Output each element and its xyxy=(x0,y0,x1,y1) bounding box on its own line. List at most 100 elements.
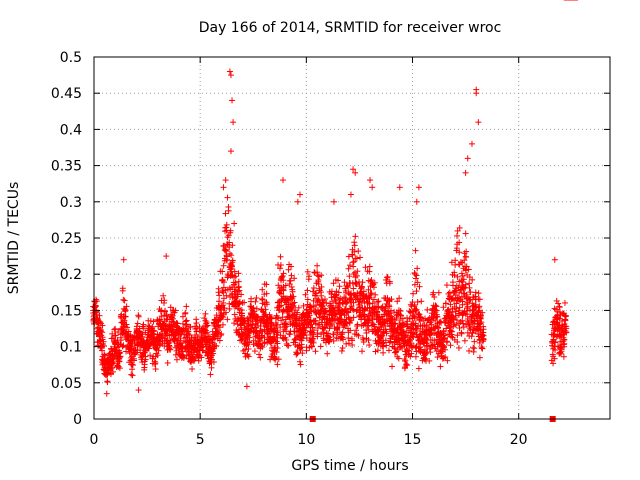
data-point xyxy=(156,317,163,324)
data-point xyxy=(257,327,264,334)
data-point xyxy=(179,348,186,355)
data-point xyxy=(467,289,474,296)
data-point xyxy=(191,349,198,356)
data-point xyxy=(193,320,200,327)
data-point xyxy=(443,282,450,289)
data-point xyxy=(248,325,255,332)
data-point xyxy=(226,244,233,251)
data-point xyxy=(135,312,142,319)
data-point xyxy=(222,210,229,217)
data-point xyxy=(263,324,270,331)
data-point xyxy=(93,298,100,305)
data-point xyxy=(251,348,258,355)
data-point xyxy=(195,357,202,364)
data-point xyxy=(343,340,350,347)
data-point xyxy=(216,298,223,305)
grid-layer xyxy=(94,57,610,419)
data-point xyxy=(124,324,131,331)
data-point xyxy=(213,342,220,349)
data-point xyxy=(141,349,148,356)
data-point xyxy=(155,347,162,354)
data-point xyxy=(228,252,235,259)
data-point xyxy=(338,347,345,354)
data-point xyxy=(216,337,223,344)
data-point xyxy=(459,317,466,324)
data-point xyxy=(103,390,110,397)
data-point xyxy=(259,344,266,351)
data-point xyxy=(476,296,483,303)
data-point xyxy=(413,198,420,205)
data-point xyxy=(123,321,130,328)
data-point xyxy=(555,300,562,307)
data-point xyxy=(223,292,230,299)
data-point xyxy=(380,349,387,356)
plot-frame xyxy=(93,56,611,420)
data-point xyxy=(228,262,235,269)
y-tick-label: 0.25 xyxy=(51,231,82,247)
data-point xyxy=(466,280,473,287)
y-tick-label: 0.5 xyxy=(60,50,82,66)
data-point xyxy=(184,328,191,335)
data-point xyxy=(220,243,227,250)
data-point xyxy=(217,268,224,275)
data-point xyxy=(252,298,259,305)
data-point xyxy=(339,344,346,351)
data-point xyxy=(222,177,229,184)
data-point xyxy=(117,350,124,357)
data-point xyxy=(224,234,231,241)
data-point xyxy=(189,365,196,372)
data-point xyxy=(466,347,473,354)
data-point xyxy=(232,273,239,280)
data-point xyxy=(553,297,560,304)
data-point xyxy=(121,297,128,304)
data-point xyxy=(99,347,106,354)
data-point xyxy=(357,254,364,261)
data-point xyxy=(141,366,148,373)
data-points xyxy=(90,0,578,422)
data-point xyxy=(479,345,486,352)
data-point xyxy=(116,349,123,356)
y-tick-label: 0.2 xyxy=(60,267,82,283)
data-point xyxy=(231,220,238,227)
data-point xyxy=(101,342,108,349)
data-point xyxy=(256,351,263,358)
data-point xyxy=(550,360,557,367)
data-point xyxy=(220,262,227,269)
data-point xyxy=(122,313,129,320)
data-point xyxy=(238,307,245,314)
data-point xyxy=(109,368,116,375)
data-point xyxy=(412,247,419,254)
data-point xyxy=(225,207,232,214)
data-point xyxy=(208,356,215,363)
data-point xyxy=(347,262,354,269)
x-tick-label: 5 xyxy=(196,432,205,448)
data-point xyxy=(247,303,254,310)
data-point xyxy=(137,335,144,342)
data-point xyxy=(279,177,286,184)
data-point xyxy=(216,292,223,299)
data-point xyxy=(129,366,136,373)
data-point xyxy=(359,279,366,286)
data-point xyxy=(314,262,321,269)
data-point xyxy=(297,361,304,368)
data-point xyxy=(166,343,173,350)
data-point xyxy=(336,283,343,290)
data-point xyxy=(164,359,171,366)
data-point xyxy=(163,253,170,260)
data-point xyxy=(130,357,137,364)
y-tick-label: 0 xyxy=(73,412,82,428)
data-point xyxy=(296,191,303,198)
y-tick-label: 0.3 xyxy=(60,195,82,211)
data-point xyxy=(286,331,293,338)
data-point xyxy=(129,372,136,379)
data-point xyxy=(161,308,168,315)
data-point xyxy=(415,184,422,191)
data-point xyxy=(241,299,248,306)
data-point xyxy=(167,304,174,311)
data-point xyxy=(146,343,153,350)
data-point xyxy=(470,344,477,351)
data-point xyxy=(175,346,182,353)
data-point xyxy=(152,366,159,373)
data-point xyxy=(208,364,215,371)
data-point xyxy=(378,304,385,311)
